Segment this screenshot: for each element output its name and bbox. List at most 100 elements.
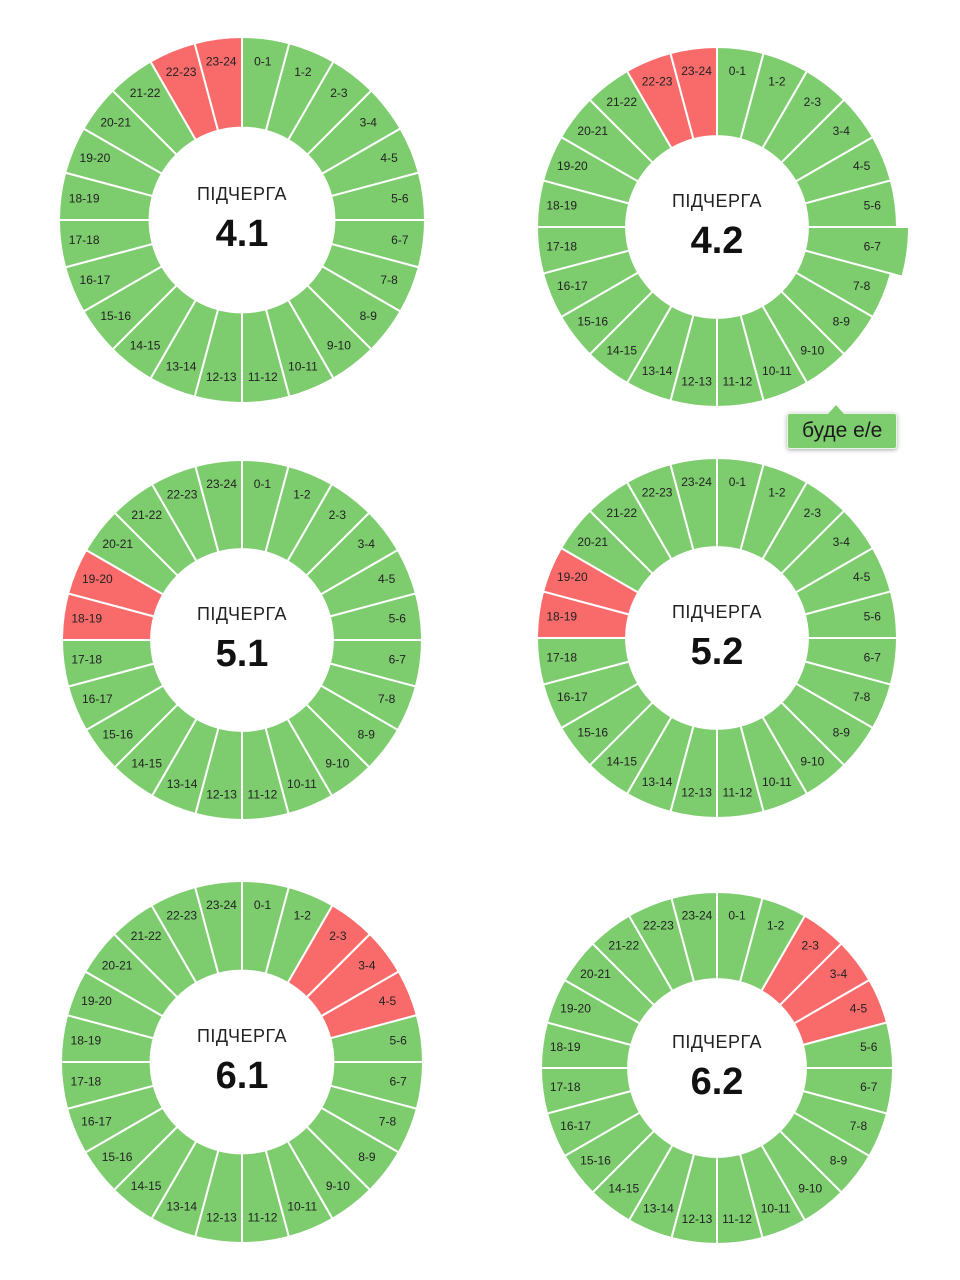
segment-23-24-on[interactable] [670,890,718,984]
segment-label: 0-1 [254,477,272,491]
center-title: 6.1 [216,1055,269,1097]
segment-label: 1-2 [293,487,311,501]
segment-label: 17-18 [546,651,577,665]
segment-label: 12-13 [682,1212,713,1226]
center-caption: ПІДЧЕРГА [197,604,287,624]
center-caption: ПІДЧЕРГА [672,191,762,211]
segment-label: 2-3 [330,86,348,100]
segment-label: 6-7 [389,1075,407,1089]
segment-label: 0-1 [729,475,747,489]
segment-label: 16-17 [560,1119,591,1133]
segment-23-24-on[interactable] [669,456,718,552]
tooltip: буде е/е [787,405,898,449]
segment-label: 5-6 [860,1040,878,1054]
segment-label: 3-4 [358,537,376,551]
segment-label: 13-14 [643,1202,674,1216]
segment-label: 10-11 [288,359,318,373]
segment-label: 19-20 [80,151,111,165]
segment-label: 15-16 [577,726,608,740]
segment-label: 21-22 [606,506,637,520]
center-title: 4.1 [216,213,269,255]
segment-label: 15-16 [102,728,133,742]
segment-label: 3-4 [358,958,376,972]
segment-label: 20-21 [577,124,608,138]
segment-label: 4-5 [850,1002,868,1016]
segment-label: 2-3 [329,929,347,943]
segment-label: 23-24 [206,54,237,68]
segment-label: 6-7 [860,1080,878,1094]
center-title: 6.2 [691,1061,744,1103]
segment-label: 14-15 [608,1182,639,1196]
segment-label: 2-3 [804,506,822,520]
segment-label: 22-23 [167,487,198,501]
segment-label: 19-20 [557,570,588,584]
segment-label: 20-21 [102,958,133,972]
segment-label: 10-11 [287,777,317,791]
segment-label: 15-16 [100,309,131,323]
segment-23-24-on[interactable] [194,458,243,554]
segment-label: 7-8 [850,1119,868,1133]
segment-label: 4-5 [380,151,398,165]
segment-label: 3-4 [830,967,848,981]
segment-label: 8-9 [833,726,851,740]
segment-label: 16-17 [81,1114,112,1128]
segment-label: 1-2 [768,74,786,88]
segment-label: 7-8 [378,692,396,706]
segment-label: 17-18 [546,240,577,254]
segment-label: 16-17 [557,690,588,704]
segment-label: 22-23 [642,74,673,88]
segment-label: 14-15 [130,338,161,352]
segment-label: 21-22 [131,929,162,943]
segment-label: 11-12 [722,1212,752,1226]
segment-label: 6-7 [864,240,882,254]
segment-label: 20-21 [100,115,131,129]
segment-label: 10-11 [761,1202,791,1216]
segment-label: 13-14 [642,364,673,378]
segment-label: 17-18 [550,1080,581,1094]
segment-label: 3-4 [833,124,851,138]
donut-chart-6-2: 0-1 1-2 2-3 3-4 4-5 5-6 6-7 7-8 8-9 9-10 10-11 11-1… [539,890,895,1246]
segment-label: 6-7 [864,651,882,665]
segment-6-7-on[interactable] [803,226,911,278]
segment-label: 5-6 [389,612,407,626]
segment-label: 14-15 [131,756,162,770]
segment-label: 23-24 [206,898,237,912]
segment-label: 2-3 [804,95,822,109]
segment-23-24-off[interactable] [669,45,718,141]
segment-label: 18-19 [550,1040,581,1054]
segment-label: 23-24 [681,475,712,489]
segment-label: 16-17 [557,279,588,293]
segment-label: 1-2 [768,485,786,499]
center-caption: ПІДЧЕРГА [672,1032,762,1052]
segment-label: 21-22 [131,508,162,522]
segment-label: 7-8 [853,690,871,704]
segment-label: 6-7 [391,233,409,247]
segment-label: 17-18 [71,1075,102,1089]
segment-label: 23-24 [682,908,713,922]
segment-label: 16-17 [82,692,113,706]
segment-label: 0-1 [729,64,747,78]
segment-label: 18-19 [71,612,102,626]
segment-label: 4-5 [853,570,871,584]
segment-label: 5-6 [389,1034,407,1048]
segment-label: 22-23 [166,909,197,923]
segment-label: 7-8 [380,273,398,287]
segment-label: 0-1 [254,898,272,912]
segment-label: 22-23 [166,65,197,79]
segment-label: 9-10 [800,754,824,768]
segment-label: 18-19 [546,610,577,624]
segment-23-24-on[interactable] [193,879,243,975]
segment-label: 20-21 [580,967,611,981]
segment-23-24-off[interactable] [193,35,243,132]
segment-label: 14-15 [606,343,637,357]
segment-label: 11-12 [723,374,753,388]
segment-label: 21-22 [130,86,161,100]
segment-label: 5-6 [864,199,882,213]
segment-label: 13-14 [166,359,197,373]
segment-label: 14-15 [131,1179,162,1193]
segment-label: 8-9 [830,1153,848,1167]
segment-label: 11-12 [248,1210,278,1224]
center-title: 5.1 [216,633,269,675]
segment-label: 7-8 [853,279,871,293]
